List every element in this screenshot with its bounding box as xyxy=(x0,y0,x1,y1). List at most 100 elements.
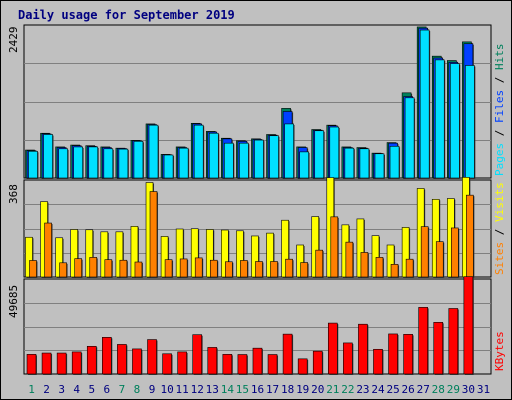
sites-bar xyxy=(360,252,369,278)
visits-scale-label: 368 xyxy=(7,184,20,204)
day-label: 22 xyxy=(341,383,354,396)
kbytes-bar xyxy=(222,354,233,375)
sites-bar xyxy=(104,259,113,278)
pages-bar xyxy=(208,132,220,179)
pages-bar xyxy=(344,147,355,179)
day-label: 1 xyxy=(28,383,35,396)
day-label: 6 xyxy=(104,383,111,396)
day-label: 12 xyxy=(191,383,204,396)
sites-bar xyxy=(149,191,159,278)
sites-bar xyxy=(59,262,68,278)
pages-bar xyxy=(450,63,461,179)
visits-bar xyxy=(251,235,260,278)
pages-bar xyxy=(404,97,416,179)
sites-bar xyxy=(134,261,143,278)
day-label: 27 xyxy=(417,383,430,396)
legend-hits: Hits xyxy=(493,44,506,71)
chart-bars xyxy=(25,26,476,375)
sites-bar xyxy=(345,241,354,278)
visits-bar xyxy=(190,228,200,278)
pages-bar xyxy=(103,148,114,179)
sites-bar xyxy=(300,262,309,278)
day-label: 4 xyxy=(73,383,80,396)
pages-bar xyxy=(299,151,310,179)
visits-bar xyxy=(401,227,411,278)
pages-bar xyxy=(73,146,84,179)
kbytes-bar xyxy=(177,351,188,375)
day-label: 24 xyxy=(371,383,385,396)
kbytes-bar xyxy=(147,339,158,375)
day-label: 7 xyxy=(119,383,126,396)
kbytes-bar xyxy=(26,354,37,375)
day-label: 28 xyxy=(432,383,445,396)
pages-bar xyxy=(314,130,325,179)
legend-separator: / xyxy=(493,222,506,242)
sites-bar xyxy=(240,260,249,278)
kbytes-bar xyxy=(418,307,429,375)
sites-bar xyxy=(420,226,430,278)
day-label: 31 xyxy=(477,383,490,396)
sites-bar xyxy=(119,259,128,278)
sites-bar xyxy=(375,257,384,278)
sites-bar xyxy=(255,261,264,278)
kbytes-bar xyxy=(282,333,294,375)
day-label: 13 xyxy=(206,383,219,396)
sites-bar xyxy=(164,259,174,278)
legend-separator: / xyxy=(493,123,506,143)
pages-bar xyxy=(133,141,144,179)
day-label: 15 xyxy=(236,383,249,396)
visits-bar xyxy=(311,216,320,278)
sites-bar xyxy=(44,222,53,278)
day-label: 10 xyxy=(160,383,173,396)
sites-bar xyxy=(451,227,460,278)
sites-bar xyxy=(29,260,38,278)
sites-bar xyxy=(405,258,415,278)
visits-bar xyxy=(236,230,245,278)
sites-bar xyxy=(179,258,189,278)
pages-bar xyxy=(239,142,250,179)
legend-kbytes: KBytes xyxy=(493,331,506,371)
visits-bar xyxy=(160,236,170,278)
day-label: 3 xyxy=(58,383,65,396)
day-label: 25 xyxy=(386,383,399,396)
kbytes-bar xyxy=(388,333,399,375)
sites-bar xyxy=(390,264,400,278)
day-labels: 1 2 3 4 5 6 7 8 9 10 11 12 13 14 15 16 17 18 19 20 21 22 23 24 2… xyxy=(28,383,490,396)
pages-bar xyxy=(118,148,129,179)
kbytes-bar xyxy=(41,352,53,375)
day-label: 17 xyxy=(266,383,279,396)
sites-bar xyxy=(194,257,204,278)
kbytes-bar xyxy=(102,337,113,375)
sites-bar xyxy=(315,249,324,278)
sites-visits-legend: Sites / Visits xyxy=(493,182,506,275)
visits-bar xyxy=(431,198,441,278)
kbytes-bar xyxy=(448,308,459,375)
kbytes-bar xyxy=(327,322,339,375)
pages-bar xyxy=(193,124,205,179)
visits-bar xyxy=(115,231,124,278)
kbytes-bar xyxy=(86,345,98,375)
day-label: 5 xyxy=(88,383,95,396)
pages-bar xyxy=(359,148,370,179)
kbytes-bar xyxy=(297,358,309,375)
kbytes-bar xyxy=(343,342,354,375)
legend-separator: / xyxy=(493,70,506,90)
visits-bar xyxy=(85,229,94,278)
sites-bar xyxy=(466,194,475,278)
kbytes-bar xyxy=(132,348,143,375)
pages-bar xyxy=(88,146,99,179)
sites-bar xyxy=(89,257,98,278)
pages-bar xyxy=(148,124,160,179)
pages-bar xyxy=(284,123,295,179)
pages-bar xyxy=(419,29,431,179)
day-label: 18 xyxy=(281,383,294,396)
pages-bar xyxy=(389,145,401,179)
kbytes-bar xyxy=(463,276,474,375)
kbytes-bar xyxy=(403,334,414,375)
pages-files-hits-legend: Pages / Files / Hits xyxy=(493,44,506,177)
pages-bar xyxy=(269,135,280,179)
day-label: 14 xyxy=(221,383,235,396)
visits-bar xyxy=(281,219,290,278)
legend-pages: Pages xyxy=(493,143,506,176)
kbytes-bar xyxy=(192,334,203,375)
